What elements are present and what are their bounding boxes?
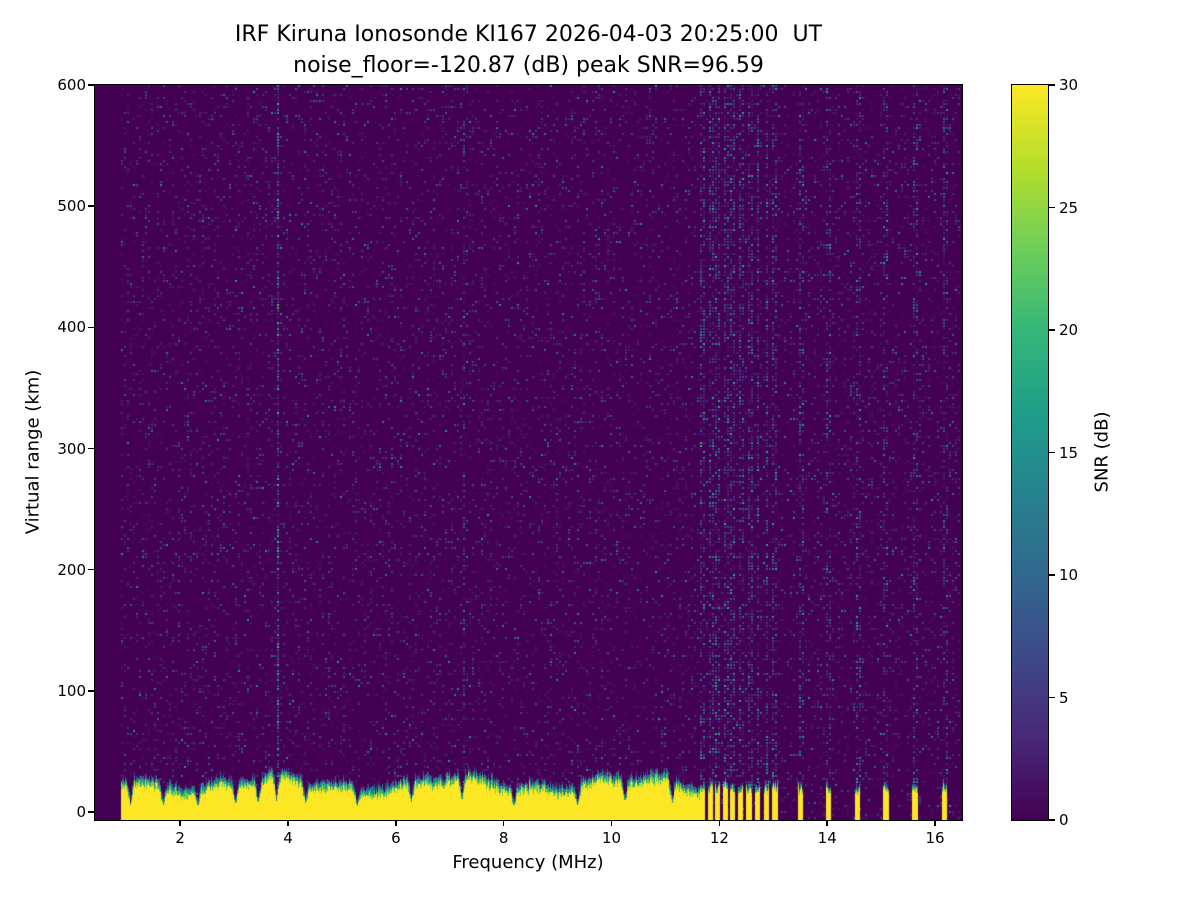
y-tick [88,326,94,329]
y-tick-label: 100 [57,681,86,700]
x-tick-label: 6 [391,829,401,847]
colorbar-tick [1049,329,1055,331]
y-tick [88,84,94,86]
y-tick-label: 600 [57,76,86,94]
y-tick-label: 200 [57,560,86,579]
y-tick [88,690,94,692]
x-tick-label: 2 [175,829,185,847]
colorbar-tick [1049,696,1055,699]
colorbar-tick-label: 5 [1059,688,1069,707]
colorbar-tick [1049,574,1055,576]
x-tick-label: 16 [925,829,945,847]
colorbar-tick [1049,84,1055,86]
colorbar-tick-label: 0 [1059,811,1069,829]
y-tick-label: 400 [57,318,86,337]
colorbar-tick-label: 30 [1059,76,1079,94]
colorbar-tick [1049,819,1055,821]
x-tick-label: 4 [283,829,293,847]
x-tick-label: 12 [709,829,729,847]
colorbar-tick-label: 10 [1059,566,1079,584]
y-tick-label: 0 [76,803,86,822]
colorbar-tick-label: 25 [1059,198,1079,217]
x-tick [287,820,289,826]
y-tick-label: 500 [57,197,86,216]
colorbar-tick-label: 20 [1059,321,1079,339]
y-tick-label: 300 [57,439,86,458]
x-tick-label: 10 [601,829,622,847]
plot-area [94,84,963,821]
x-tick [395,820,397,826]
chart-subtitle: noise_floor=-120.87 (dB) peak SNR=96.59 [293,53,764,78]
y-tick [88,811,94,813]
heatmap-canvas [95,85,962,820]
y-tick [88,205,94,207]
x-tick [179,820,181,826]
colorbar-tick [1049,451,1055,454]
y-tick [88,447,94,450]
colorbar [1011,84,1049,821]
x-tick-label: 8 [498,829,509,847]
chart-title: IRF Kiruna Ionosonde KI167 2026-04-03 20… [234,22,823,47]
colorbar-tick-label: 15 [1059,443,1079,462]
x-tick [826,820,828,826]
y-tick [88,568,94,571]
x-tick [610,820,613,826]
x-tick-label: 14 [817,829,837,847]
colorbar-tick [1049,206,1055,209]
x-tick [934,820,936,826]
x-axis-label: Frequency (MHz) [452,852,604,873]
x-tick [502,820,505,826]
x-tick [718,820,721,826]
